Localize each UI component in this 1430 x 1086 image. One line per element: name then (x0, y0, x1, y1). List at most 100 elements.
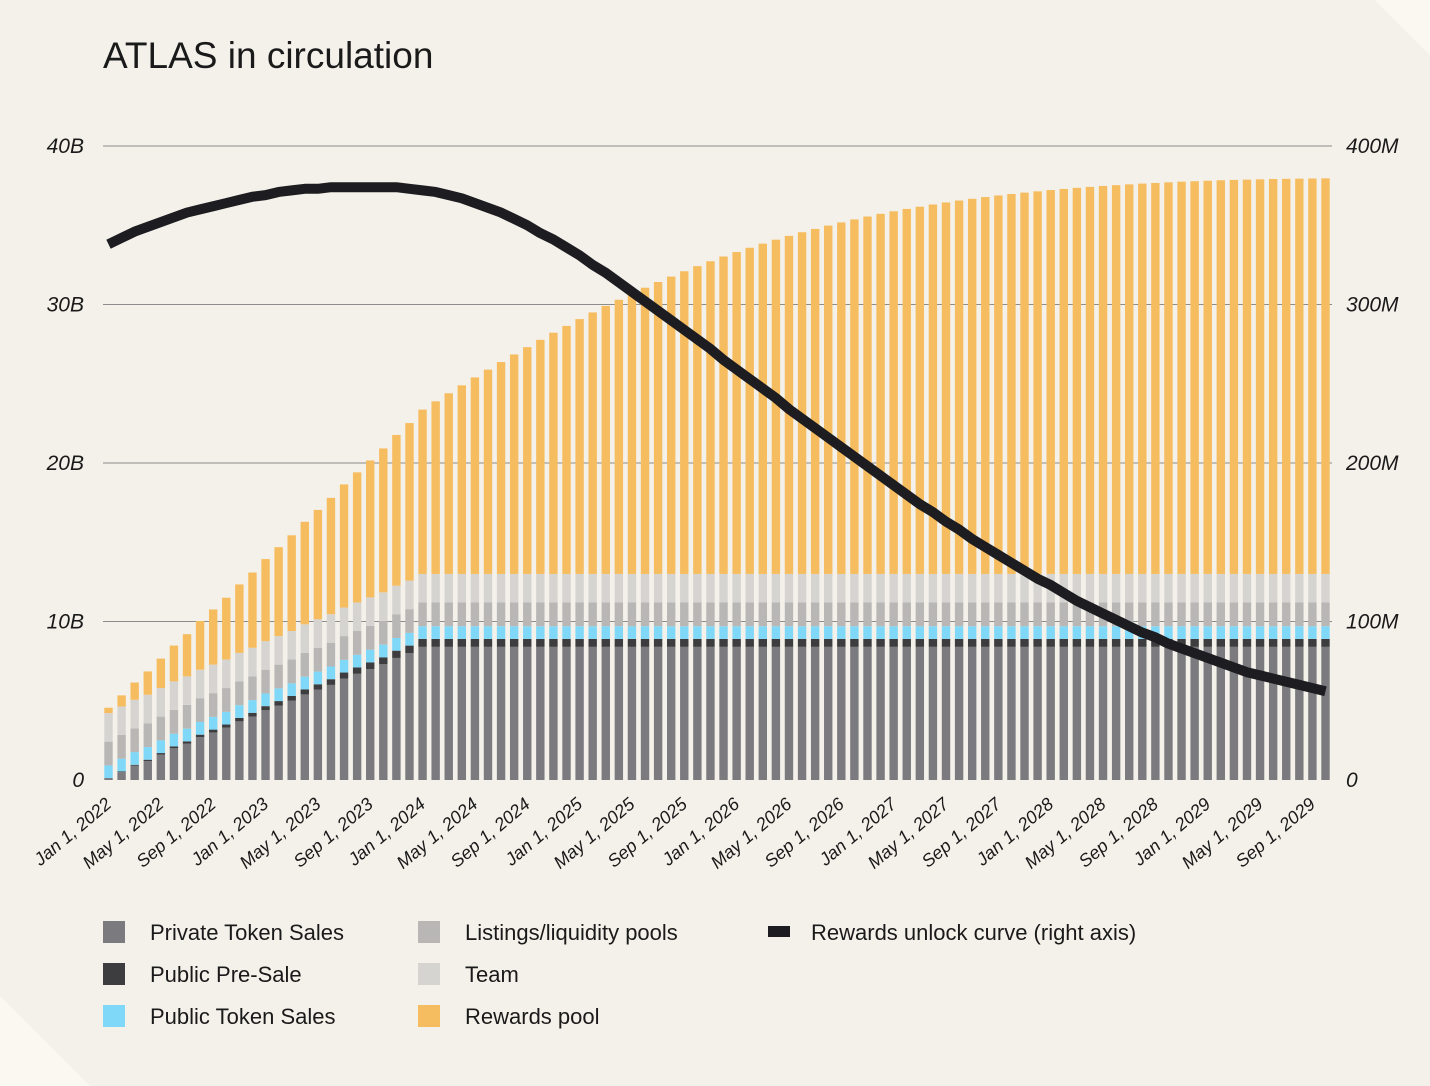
bar-segment-private-token-sales (863, 646, 872, 780)
bar-segment-public-pre-sale (392, 650, 401, 658)
bar-segment-team (1282, 573, 1291, 603)
bar-segment-public-pre-sale (1007, 638, 1016, 647)
bar-segment-private-token-sales (575, 646, 584, 780)
bar-segment-private-token-sales (143, 760, 152, 780)
bar-segment-private-token-sales (706, 646, 715, 780)
bar-segment-public-token-sales (627, 626, 637, 639)
bar-segment-public-token-sales (195, 721, 205, 735)
bar-segment-private-token-sales (1216, 646, 1226, 780)
bar-segment-public-token-sales (1321, 626, 1330, 639)
bar-segment-private-token-sales (1177, 646, 1186, 780)
bar-segment-public-token-sales (680, 626, 689, 639)
bar-segment-public-token-sales (1177, 626, 1186, 639)
bar-segment-listings-liquidity-pools (248, 676, 257, 701)
bar-segment-public-token-sales (889, 626, 898, 639)
bar-segment-rewards-pool (326, 497, 336, 615)
bar-segment-private-token-sales (496, 646, 506, 780)
bar-segment-public-pre-sale (483, 638, 493, 647)
bar-segment-rewards-pool (130, 682, 139, 700)
bar-segment-private-token-sales (1255, 646, 1265, 780)
bar-segment-private-token-sales (104, 778, 113, 780)
bar-segment-team (954, 573, 964, 603)
bar-segment-team (1164, 573, 1173, 603)
bar-segment-private-token-sales (339, 678, 349, 780)
bar-segment-private-token-sales (379, 664, 388, 780)
bar-segment-public-token-sales (104, 765, 113, 779)
bar-segment-public-token-sales (1282, 626, 1291, 639)
bar-segment-public-pre-sale (1321, 638, 1330, 647)
bar-segment-public-pre-sale (366, 662, 375, 670)
bar-segment-private-token-sales (667, 646, 676, 780)
bar-segment-listings-liquidity-pools (627, 602, 637, 627)
bar-segment-public-token-sales (863, 626, 872, 639)
bar-segment-public-pre-sale (287, 696, 296, 701)
bar-segment-team (496, 573, 506, 603)
bar-segment-listings-liquidity-pools (1282, 602, 1291, 627)
bar-segment-public-token-sales (706, 626, 715, 639)
bar-segment-private-token-sales (248, 716, 257, 780)
bar-segment-team (1190, 573, 1199, 603)
bar-segment-team (994, 573, 1003, 603)
bar-segment-team (1255, 573, 1265, 603)
bar-segment-listings-liquidity-pools (614, 602, 624, 627)
bar-segment-team (470, 573, 480, 603)
bar-segment-public-pre-sale (496, 638, 506, 647)
bar-segment-team (928, 573, 938, 603)
bar-segment-private-token-sales (1138, 646, 1147, 780)
bar-segment-private-token-sales (366, 669, 375, 780)
bar-segment-private-token-sales (405, 653, 414, 780)
bar-segment-private-token-sales (418, 646, 427, 780)
bar-segment-private-token-sales (928, 646, 938, 780)
bar-segment-public-token-sales (1164, 626, 1173, 639)
bar-segment-public-pre-sale (1111, 638, 1121, 647)
right-tick-label: 200M (1345, 452, 1399, 475)
bar-segment-rewards-pool (392, 434, 401, 586)
bar-segment-public-token-sales (719, 626, 728, 639)
bar-segment-team (1151, 573, 1160, 603)
bar-segment-listings-liquidity-pools (837, 602, 846, 627)
bar-segment-public-token-sales (601, 626, 610, 639)
bar-segment-private-token-sales (719, 646, 728, 780)
bar-segment-rewards-pool (954, 200, 964, 574)
bar-segment-public-pre-sale (562, 638, 571, 647)
bar-segment-rewards-pool (732, 252, 741, 574)
bar-segment-public-token-sales (850, 626, 859, 639)
bar-segment-public-token-sales (810, 626, 820, 639)
bar-segment-public-token-sales (117, 758, 126, 772)
bar-segment-private-token-sales (1203, 646, 1212, 780)
bar-segment-rewards-pool (143, 671, 152, 695)
bar-segment-private-token-sales (1295, 646, 1304, 780)
bar-segment-rewards-pool (1033, 191, 1042, 574)
bar-segment-team (1111, 573, 1121, 603)
bar-segment-rewards-pool (549, 332, 558, 574)
bar-segment-public-pre-sale (732, 638, 741, 647)
bar-segment-private-token-sales (627, 646, 637, 780)
bar-segment-private-token-sales (130, 765, 139, 780)
bar-segment-public-token-sales (366, 649, 375, 663)
bar-segment-private-token-sales (771, 646, 781, 780)
bar-segment-listings-liquidity-pools (588, 602, 597, 627)
bar-segment-private-token-sales (1321, 646, 1330, 780)
legend-swatch (103, 1005, 125, 1027)
bar-segment-public-token-sales (1085, 626, 1095, 639)
bar-segment-private-token-sales (117, 772, 126, 780)
bar-segment-public-token-sales (745, 626, 754, 639)
bar-segment-listings-liquidity-pools (824, 602, 833, 627)
bar-segment-public-pre-sale (248, 712, 257, 717)
bar-segment-team (130, 699, 139, 729)
bar-segment-team (287, 631, 296, 660)
bar-segment-public-token-sales (470, 626, 480, 639)
bar-segment-rewards-pool (470, 377, 480, 574)
bar-segment-public-token-sales (1308, 626, 1317, 639)
bar-segment-rewards-pool (156, 658, 166, 689)
bar-segment-private-token-sales (941, 646, 951, 780)
bar-segment-private-token-sales (967, 646, 977, 780)
bar-segment-rewards-pool (653, 281, 663, 574)
bar-segment-team (143, 694, 152, 724)
bar-segment-public-token-sales (523, 626, 532, 639)
bar-segment-rewards-pool (640, 287, 650, 574)
bar-segment-private-token-sales (850, 646, 859, 780)
bar-segment-public-pre-sale (1177, 638, 1186, 647)
